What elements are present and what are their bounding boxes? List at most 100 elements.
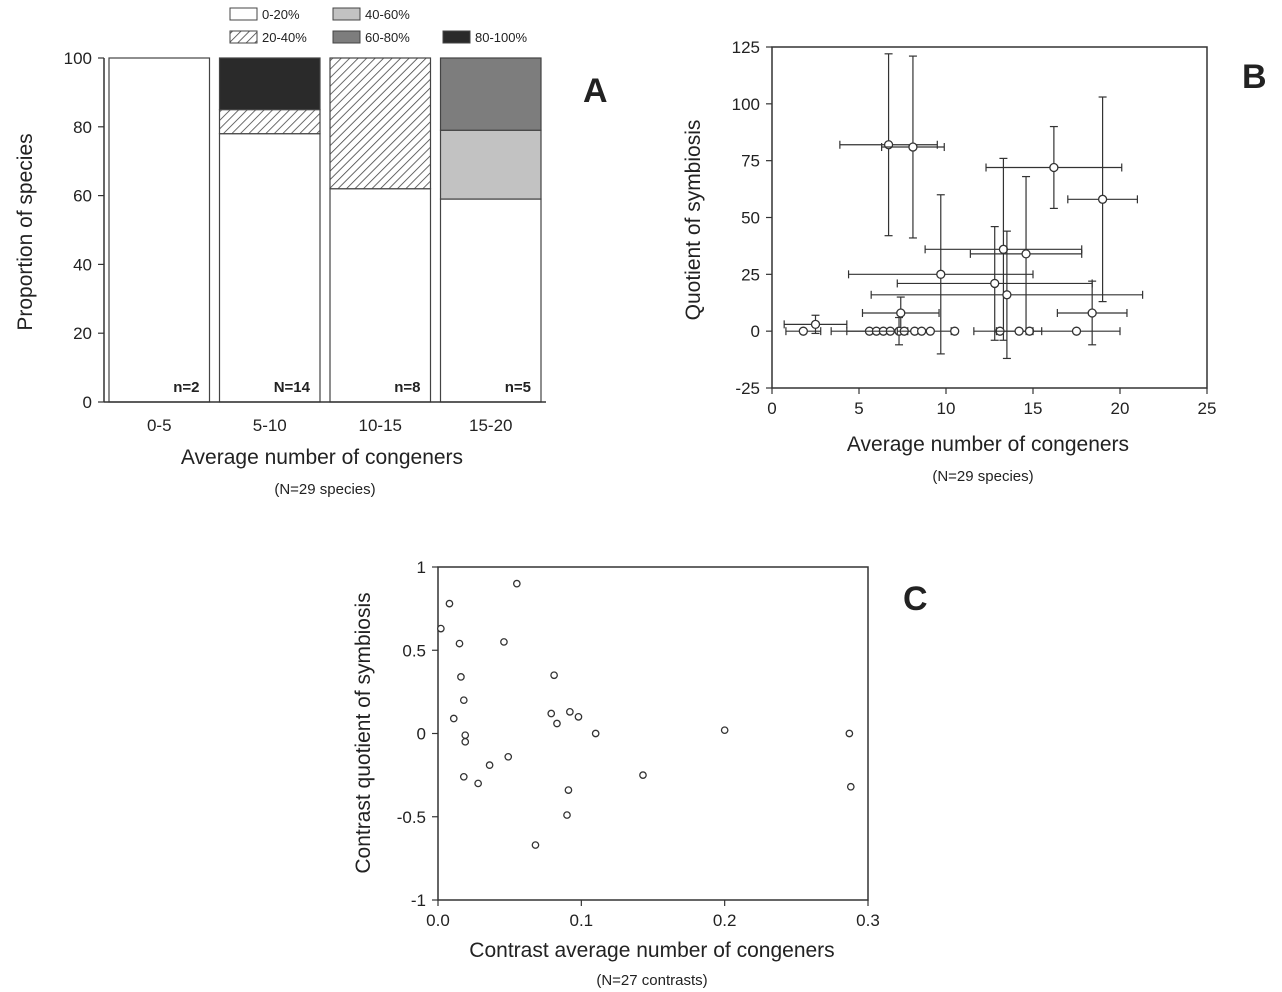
data-point	[500, 638, 508, 646]
panel-a-ticks: 0-5 5-10 10-15 15-20 0 20 40 60 80 100	[64, 49, 513, 435]
y-tick-label: 20	[73, 324, 92, 343]
y-tick-label: -0.5	[397, 808, 426, 827]
data-point	[449, 714, 458, 723]
y-tick-label: 1	[417, 558, 426, 577]
data-point	[591, 729, 600, 738]
data-point	[564, 786, 573, 794]
bar-segment	[439, 129, 542, 200]
data-point	[459, 772, 468, 781]
data-point	[445, 599, 454, 608]
panel-c: C 0.0 0.1 0.2 0.3 -1 -0.5 0 0.5 1 Contrast avera…	[352, 558, 928, 989]
legend-label: 80-100%	[475, 30, 527, 45]
data-point	[461, 731, 470, 740]
panel-a: A 0-20% 20-40% 40-60% 60-80% 80-100% n=2 N=14…	[14, 7, 608, 498]
legend-label: 0-20%	[262, 7, 300, 22]
bar-count-label: N=14	[274, 379, 311, 396]
y-tick-label: 0	[83, 393, 92, 412]
data-point	[461, 737, 470, 746]
y-tick-label: -1	[411, 891, 426, 910]
data-point	[1014, 326, 1024, 336]
legend-swatch	[442, 30, 471, 44]
panel-b-label: B	[1242, 58, 1267, 96]
y-tick-label: 0	[417, 725, 426, 744]
data-point	[485, 761, 494, 769]
data-point	[810, 319, 821, 329]
legend-swatch	[332, 7, 361, 21]
y-tick-label: 125	[732, 38, 760, 57]
x-tick-label: 0.3	[856, 911, 880, 930]
data-point	[1049, 162, 1059, 173]
data-point	[990, 278, 1000, 289]
bar-segment	[218, 133, 321, 403]
x-tick-label: 20	[1111, 399, 1130, 418]
data-point	[639, 771, 647, 779]
data-point	[916, 326, 927, 336]
panel-a-legend: 0-20% 20-40% 40-60% 60-80% 80-100%	[229, 7, 527, 45]
panel-c-y-label: Contrast quotient of symbiosis	[352, 592, 375, 873]
data-point	[925, 326, 935, 336]
y-tick-label: 25	[741, 265, 760, 284]
data-point	[553, 719, 561, 728]
y-tick-label: 60	[73, 187, 92, 206]
data-point	[457, 673, 465, 681]
y-tick-label: 100	[64, 49, 92, 68]
data-point	[936, 269, 946, 279]
data-point	[1097, 194, 1108, 204]
panel-c-label: C	[903, 580, 928, 618]
bar-count-label: n=8	[394, 379, 420, 396]
legend-label: 40-60%	[365, 7, 410, 22]
data-point	[566, 708, 574, 716]
data-point	[896, 308, 906, 318]
y-tick-label: 80	[73, 118, 92, 137]
panel-a-label: A	[583, 72, 608, 110]
x-tick-label: 0.1	[570, 911, 594, 930]
bar-segment	[329, 188, 432, 403]
panel-c-points	[437, 579, 855, 849]
bar-segment	[218, 108, 321, 135]
data-point	[998, 244, 1009, 254]
panel-c-x-sublabel: (N=27 contrasts)	[596, 972, 707, 989]
y-tick-label: 75	[741, 152, 760, 171]
bar-segment	[108, 57, 211, 403]
data-point	[474, 779, 482, 788]
data-point	[504, 752, 513, 761]
data-point	[459, 696, 468, 705]
data-point	[512, 579, 521, 588]
data-point	[846, 782, 855, 791]
legend-label: 60-80%	[365, 30, 410, 45]
panel-a-x-sublabel: (N=29 species)	[274, 481, 375, 498]
y-tick-label: 50	[741, 209, 760, 228]
legend-swatch	[229, 30, 258, 44]
data-point	[1024, 326, 1035, 336]
legend-swatch	[332, 30, 361, 44]
y-tick-label: 0.5	[402, 641, 426, 660]
x-tick-label: 15	[1024, 399, 1043, 418]
panel-a-y-label: Proportion of species	[14, 133, 37, 330]
panel-c-ticks: 0.0 0.1 0.2 0.3 -1 -0.5 0 0.5 1	[397, 558, 880, 930]
data-point	[550, 671, 558, 680]
panel-b-x-label: Average number of congeners	[847, 433, 1129, 456]
data-point	[720, 726, 729, 735]
panel-b-ticks: 0 5 10 15 20 25 -25 0 25 50 75 100 125	[732, 38, 1217, 418]
bar-count-label: n=5	[505, 379, 531, 396]
y-tick-label: 40	[73, 255, 92, 274]
data-point	[908, 142, 918, 152]
panel-c-x-label: Contrast average number of congeners	[469, 939, 834, 962]
panel-b-points	[783, 53, 1144, 360]
bar-segment	[329, 57, 432, 190]
y-tick-label: 100	[732, 95, 760, 114]
data-point	[845, 729, 854, 738]
panel-b-plot-frame	[771, 46, 1208, 389]
x-tick-label: 5	[854, 399, 863, 418]
x-tick-label: 10	[937, 399, 956, 418]
x-tick-label: 0	[767, 399, 776, 418]
bar-segment	[439, 57, 542, 131]
x-tick-label: 0.0	[426, 911, 450, 930]
bar-segment	[439, 198, 542, 403]
data-point	[798, 326, 808, 336]
x-tick-label: 0-5	[147, 416, 172, 435]
x-tick-label: 10-15	[359, 416, 402, 435]
panel-b-y-label: Quotient of symbiosis	[682, 120, 705, 321]
data-point	[1071, 326, 1082, 336]
y-tick-label: -25	[735, 379, 760, 398]
